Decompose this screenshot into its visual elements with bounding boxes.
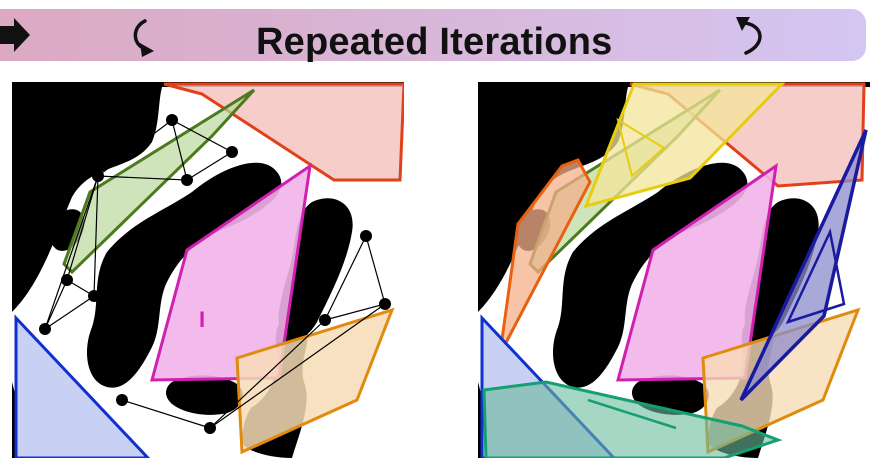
teal-region bbox=[482, 380, 783, 458]
blue-region bbox=[14, 314, 151, 458]
orange-region bbox=[235, 307, 395, 455]
dark-orange-region bbox=[498, 158, 592, 355]
navy-inner-triangle bbox=[785, 227, 846, 325]
right-panel bbox=[478, 82, 870, 458]
title-banner: Repeated Iterations bbox=[0, 9, 866, 63]
sample-graph bbox=[44, 119, 386, 429]
left-panel: I bbox=[12, 82, 404, 458]
navy-region bbox=[739, 129, 868, 402]
teal-inner-segment bbox=[587, 398, 677, 430]
obstacle-blob bbox=[166, 375, 243, 415]
arrow-right-icon bbox=[0, 18, 30, 52]
rotate-cw-icon bbox=[736, 17, 762, 55]
yellow-region bbox=[583, 82, 786, 209]
banner-title: Repeated Iterations bbox=[256, 21, 613, 63]
yellow-inner-triangle bbox=[616, 117, 666, 178]
graph-nodes bbox=[39, 114, 391, 434]
magenta-region-label: I bbox=[199, 307, 205, 332]
rotate-ccw-icon bbox=[133, 19, 154, 57]
green-region bbox=[62, 88, 256, 275]
